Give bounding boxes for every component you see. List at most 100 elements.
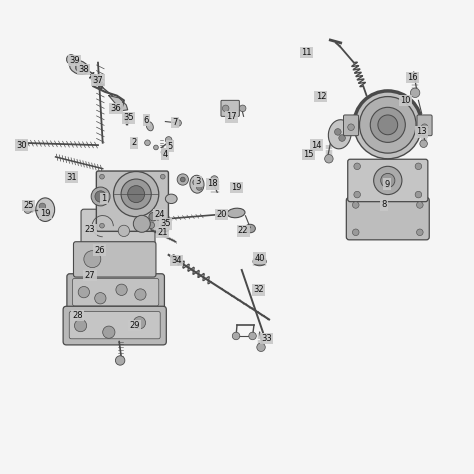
Text: 16: 16 [407, 73, 418, 82]
Circle shape [75, 64, 83, 71]
Circle shape [177, 174, 189, 185]
FancyBboxPatch shape [69, 311, 160, 339]
Circle shape [354, 91, 422, 159]
Circle shape [66, 55, 76, 64]
FancyBboxPatch shape [73, 278, 159, 306]
Circle shape [116, 284, 127, 295]
Circle shape [359, 97, 416, 153]
Text: 26: 26 [94, 246, 105, 255]
Text: 23: 23 [85, 226, 95, 235]
Text: 27: 27 [85, 271, 95, 280]
Circle shape [91, 187, 110, 206]
Text: 19: 19 [231, 183, 241, 192]
Ellipse shape [165, 194, 177, 203]
Text: 15: 15 [303, 150, 314, 159]
Text: 35: 35 [160, 219, 171, 228]
Text: 1: 1 [101, 194, 107, 203]
Text: 2: 2 [132, 138, 137, 147]
Text: 12: 12 [316, 92, 326, 101]
Circle shape [95, 292, 106, 304]
Ellipse shape [146, 122, 153, 131]
Circle shape [103, 326, 115, 338]
Circle shape [135, 289, 146, 300]
Text: 24: 24 [154, 210, 164, 219]
Ellipse shape [227, 208, 245, 218]
Circle shape [78, 286, 90, 298]
Circle shape [370, 107, 405, 142]
Circle shape [353, 229, 359, 236]
Circle shape [421, 124, 428, 130]
Circle shape [410, 88, 420, 98]
Text: 4: 4 [163, 150, 168, 159]
Circle shape [175, 119, 182, 126]
Circle shape [381, 173, 395, 188]
Circle shape [222, 105, 229, 112]
Text: 28: 28 [73, 311, 83, 320]
Circle shape [161, 149, 168, 155]
Circle shape [353, 201, 359, 208]
Circle shape [100, 223, 104, 228]
Text: 22: 22 [238, 227, 248, 236]
Circle shape [249, 332, 256, 340]
Circle shape [415, 191, 422, 198]
Circle shape [160, 174, 165, 179]
Text: 38: 38 [79, 65, 89, 74]
Polygon shape [109, 96, 128, 111]
Circle shape [335, 128, 341, 135]
Circle shape [39, 203, 46, 210]
Text: 20: 20 [217, 210, 227, 219]
Circle shape [121, 179, 151, 209]
Ellipse shape [253, 257, 266, 266]
Text: 29: 29 [129, 321, 140, 330]
Text: 40: 40 [255, 254, 265, 263]
Text: 35: 35 [123, 113, 134, 122]
Circle shape [128, 186, 145, 202]
Text: 30: 30 [16, 141, 27, 150]
FancyBboxPatch shape [417, 115, 432, 136]
FancyBboxPatch shape [63, 306, 166, 345]
Text: 19: 19 [40, 209, 50, 218]
Ellipse shape [245, 224, 255, 233]
Text: 21: 21 [157, 228, 168, 237]
Circle shape [197, 185, 202, 191]
FancyBboxPatch shape [81, 209, 155, 246]
Circle shape [354, 191, 360, 198]
Text: 8: 8 [382, 201, 387, 210]
Text: 37: 37 [92, 75, 103, 84]
Text: 6: 6 [144, 116, 149, 125]
Ellipse shape [36, 198, 55, 221]
Circle shape [417, 201, 423, 208]
Ellipse shape [328, 120, 351, 149]
Circle shape [378, 115, 398, 135]
Circle shape [95, 191, 106, 202]
Text: 3: 3 [196, 177, 201, 186]
Circle shape [154, 145, 158, 150]
Circle shape [44, 210, 51, 217]
Ellipse shape [190, 175, 204, 193]
Circle shape [239, 105, 246, 112]
Text: 31: 31 [66, 173, 76, 182]
Circle shape [148, 222, 155, 228]
Text: 14: 14 [311, 141, 321, 150]
Circle shape [100, 174, 104, 179]
Circle shape [160, 223, 165, 228]
Circle shape [232, 332, 240, 340]
FancyBboxPatch shape [344, 115, 358, 136]
Circle shape [339, 135, 346, 141]
Text: 13: 13 [416, 128, 427, 137]
Text: 10: 10 [401, 96, 411, 105]
Circle shape [348, 124, 355, 130]
Circle shape [374, 166, 402, 195]
Text: 11: 11 [301, 48, 312, 57]
Circle shape [193, 180, 198, 185]
Ellipse shape [70, 60, 89, 74]
Circle shape [133, 317, 146, 329]
Text: 36: 36 [110, 104, 121, 113]
Text: 32: 32 [253, 285, 264, 294]
Circle shape [417, 229, 423, 236]
FancyBboxPatch shape [96, 171, 168, 231]
Text: 25: 25 [24, 201, 34, 210]
Circle shape [118, 225, 129, 237]
Circle shape [133, 215, 150, 232]
Text: 34: 34 [172, 256, 182, 265]
